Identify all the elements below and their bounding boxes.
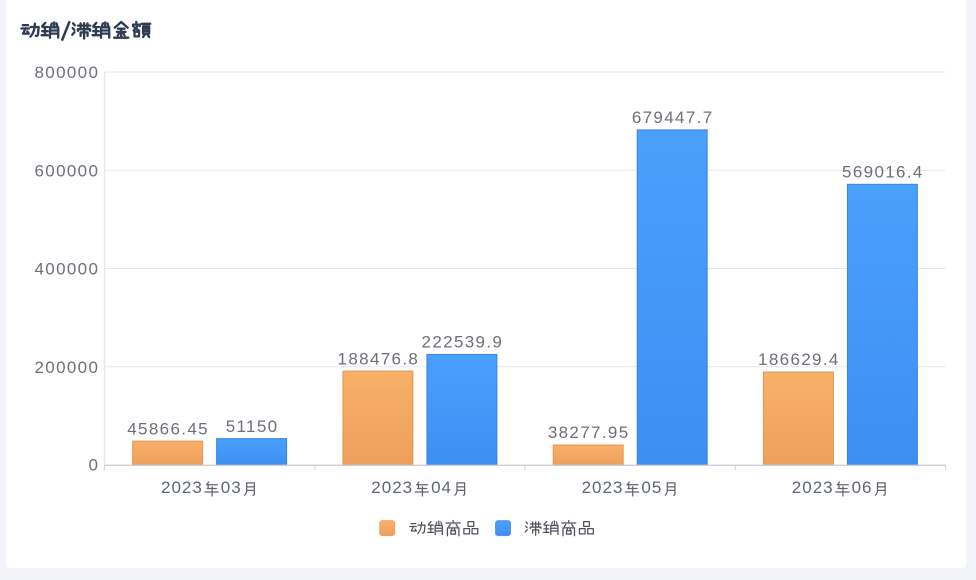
- svg-text:569016.4: 569016.4: [842, 163, 924, 182]
- svg-text:04: 04: [431, 478, 452, 497]
- svg-text:45866.45: 45866.45: [127, 419, 209, 438]
- svg-text:2023: 2023: [582, 478, 624, 497]
- svg-text:200000: 200000: [34, 358, 99, 377]
- svg-text:0: 0: [88, 455, 99, 474]
- svg-text:06: 06: [852, 478, 873, 497]
- svg-text:2023: 2023: [371, 478, 413, 497]
- svg-text:03: 03: [221, 478, 242, 497]
- svg-text:222539.9: 222539.9: [422, 333, 504, 352]
- svg-text:600000: 600000: [34, 161, 99, 180]
- svg-text:186629.4: 186629.4: [758, 350, 840, 369]
- svg-text:51150: 51150: [226, 417, 279, 436]
- svg-text:679447.7: 679447.7: [632, 108, 714, 127]
- svg-text:2023: 2023: [792, 478, 834, 497]
- svg-text:38277.95: 38277.95: [548, 423, 630, 442]
- svg-text:400000: 400000: [34, 260, 99, 279]
- svg-text:800000: 800000: [34, 63, 99, 82]
- svg-text:2023: 2023: [161, 478, 203, 497]
- svg-text:188476.8: 188476.8: [338, 349, 420, 368]
- svg-text:05: 05: [641, 478, 662, 497]
